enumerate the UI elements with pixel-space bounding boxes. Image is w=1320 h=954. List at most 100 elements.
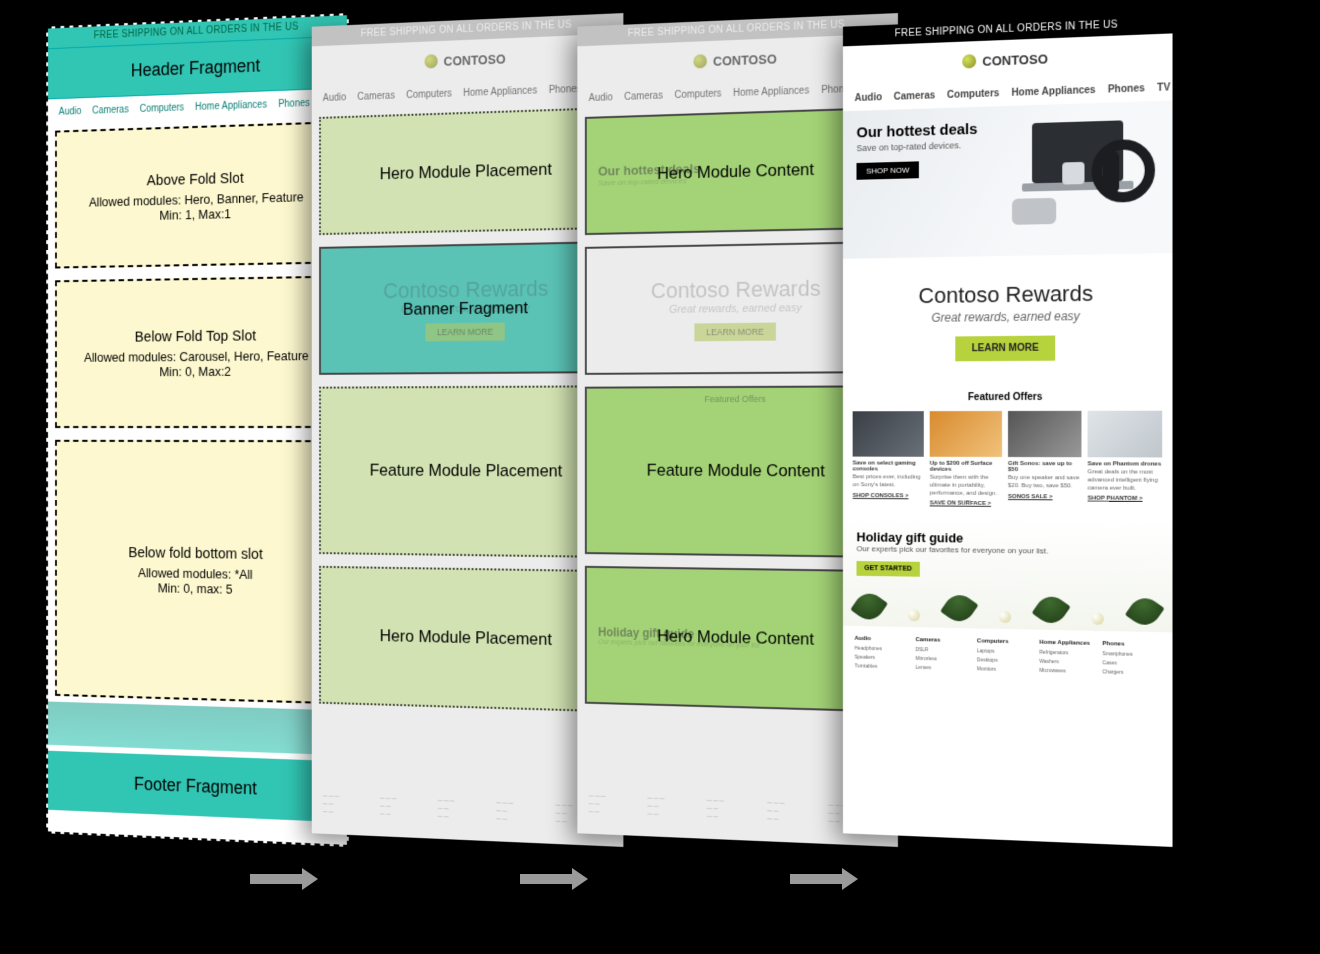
site-footer: AudioHeadphonesSpeakersTurntables Camera… — [843, 626, 1173, 847]
diagram-stage: FREE SHIPPING ON ALL ORDERS IN THE US He… — [0, 0, 1320, 954]
leaf-icon — [1032, 591, 1071, 630]
card-title: Gift Sonos: save up to $50 — [1008, 461, 1081, 473]
footer-heading: Cameras — [915, 637, 971, 644]
nav-item[interactable]: Cameras — [894, 90, 935, 102]
hero-section: Our hottest deals Save on top-rated devi… — [843, 101, 1173, 259]
nav-item[interactable]: Home Appliances — [733, 85, 809, 99]
progress-arrow-icon — [790, 870, 860, 888]
nav-item[interactable]: Audio — [855, 92, 883, 104]
footer-col: ComputersLaptopsDesktopsMonitors — [977, 639, 1033, 825]
holiday-decor — [843, 577, 1173, 627]
offer-card[interactable]: Gift Sonos: save up to $50 Buy one speak… — [1008, 411, 1081, 508]
shop-now-button[interactable]: SHOP NOW — [856, 161, 919, 179]
card-desc: Surprise them with the ultimate in porta… — [930, 475, 1002, 499]
logo-icon — [963, 54, 977, 68]
card-desc: Best prices ever, including on Sony's la… — [853, 474, 924, 490]
nav-item[interactable]: Phones — [1108, 83, 1145, 95]
card-title: Save on select gaming consoles — [853, 461, 924, 473]
hero-devices-icon — [1002, 109, 1164, 234]
module-banner-fragment: Contoso Rewards Great rewards, earned ea… — [319, 241, 615, 375]
footer-col: CamerasDSLRMirrorlessLenses — [915, 637, 971, 822]
footer-heading: Audio — [855, 636, 910, 643]
progress-arrow-icon — [520, 870, 590, 888]
footer-col: AudioHeadphonesSpeakersTurntables — [855, 636, 910, 820]
ghost: Contoso Rewards Great rewards, earned ea… — [592, 249, 881, 367]
brand-name: CONTOSO — [713, 51, 777, 68]
footer-col: PhonesSmartphonesCasesChargers — [1102, 641, 1160, 830]
leaf-icon — [850, 588, 888, 627]
holiday-section: Holiday gift guide Our experts pick our … — [843, 518, 1173, 633]
card-link[interactable]: SONOS SALE > — [1008, 494, 1081, 501]
bulb-icon — [999, 611, 1011, 623]
ghost-btn: LEARN MORE — [695, 323, 776, 342]
slot-above-fold: Above Fold Slot Allowed modules: Hero, B… — [55, 121, 339, 268]
slot-title: Above Fold Slot — [147, 169, 244, 189]
offer-card[interactable]: Save on Phantom drones Great deals on th… — [1088, 411, 1163, 509]
card-desc: Great deals on the most advanced intelli… — [1088, 469, 1163, 493]
footer-ghost — [48, 702, 347, 756]
leaf-icon — [1125, 592, 1165, 632]
bulb-icon — [1092, 613, 1104, 625]
slot-below-fold-bottom: Below fold bottom slot Allowed modules: … — [55, 440, 339, 704]
nav-item[interactable]: Audio — [59, 106, 82, 118]
nav-item[interactable]: TV & Video — [1157, 80, 1172, 93]
footer-heading: Phones — [1102, 641, 1160, 648]
nav-item[interactable]: Cameras — [357, 90, 395, 102]
nav-item[interactable]: Cameras — [92, 104, 129, 116]
nav-item[interactable]: Computers — [674, 88, 721, 101]
leaf-icon — [940, 589, 979, 628]
module-label: Hero Module Placement — [380, 160, 552, 185]
learn-more-button[interactable]: LEARN MORE — [956, 335, 1055, 361]
progress-arrow-icon — [250, 870, 320, 888]
slot-allowed: Allowed modules: *All — [138, 565, 253, 582]
slot-minmax: Min: 0, max: 5 — [158, 580, 233, 596]
module-label: Hero Module Content — [657, 160, 814, 184]
ghost-btn: LEARN MORE — [426, 323, 505, 342]
module-label: Feature Module Placement — [370, 461, 563, 482]
nav-item[interactable]: Home Appliances — [1011, 84, 1095, 98]
nav-item[interactable]: Computers — [140, 102, 185, 115]
slot-title: Below fold bottom slot — [128, 544, 263, 563]
rewards-sub: Great rewards, earned easy — [931, 309, 1080, 325]
panel-template-slots: FREE SHIPPING ON ALL ORDERS IN THE US He… — [46, 13, 349, 847]
nav-item[interactable]: Audio — [589, 92, 613, 104]
card-title: Save on Phantom drones — [1088, 461, 1163, 467]
card-link[interactable]: SHOP PHANTOM > — [1088, 496, 1163, 503]
rewards-section: Contoso Rewards Great rewards, earned ea… — [843, 253, 1173, 387]
module-label: Hero Module Placement — [380, 626, 552, 650]
slot-minmax: Min: 0, Max:2 — [159, 363, 231, 378]
rewards-title: Contoso Rewards — [918, 280, 1093, 308]
module-label: Feature Module Content — [647, 461, 825, 482]
nav-item[interactable]: Home Appliances — [463, 85, 537, 99]
nav-item[interactable]: Audio — [323, 92, 346, 104]
slot-minmax: Min: 1, Max:1 — [159, 206, 231, 223]
module-label: Banner Fragment — [403, 298, 528, 320]
brand-name: CONTOSO — [982, 51, 1048, 68]
bulb-icon — [908, 610, 920, 622]
card-image — [853, 411, 924, 457]
module-label: Hero Module Content — [657, 626, 814, 649]
card-image — [930, 411, 1002, 457]
nav-item[interactable]: Phones — [278, 97, 310, 109]
module-hero-placement: Hero Module Placement — [319, 566, 615, 713]
nav-item[interactable]: Computers — [947, 88, 999, 101]
module-hero-placement: Hero Module Placement — [319, 107, 615, 235]
card-link[interactable]: SAVE ON SURFACE > — [930, 501, 1002, 508]
slot-allowed: Allowed modules: Carousel, Hero, Feature — [84, 347, 309, 364]
footer-fragment-label: Footer Fragment — [48, 751, 347, 823]
offer-card[interactable]: Save on select gaming consoles Best pric… — [853, 411, 924, 507]
offers-header: Featured Offers — [853, 391, 1163, 403]
ghost-sub: Great rewards, earned easy — [669, 302, 801, 316]
nav-item[interactable]: Computers — [406, 88, 452, 101]
logo-icon — [694, 54, 707, 68]
get-started-button[interactable]: GET STARTED — [856, 561, 919, 577]
nav-item[interactable]: Cameras — [624, 90, 663, 102]
panel-rendered-page: FREE SHIPPING ON ALL ORDERS IN THE US CO… — [843, 13, 1173, 847]
ghost-title: Contoso Rewards — [651, 276, 821, 304]
card-link[interactable]: SHOP CONSOLES > — [853, 493, 924, 499]
nav-item[interactable]: Home Appliances — [195, 99, 267, 113]
footer-heading: Home Appliances — [1039, 640, 1096, 647]
card-image — [1088, 411, 1163, 458]
logo-icon — [425, 54, 438, 68]
offer-card[interactable]: Up to $200 off Surface devices Surprise … — [930, 411, 1002, 507]
